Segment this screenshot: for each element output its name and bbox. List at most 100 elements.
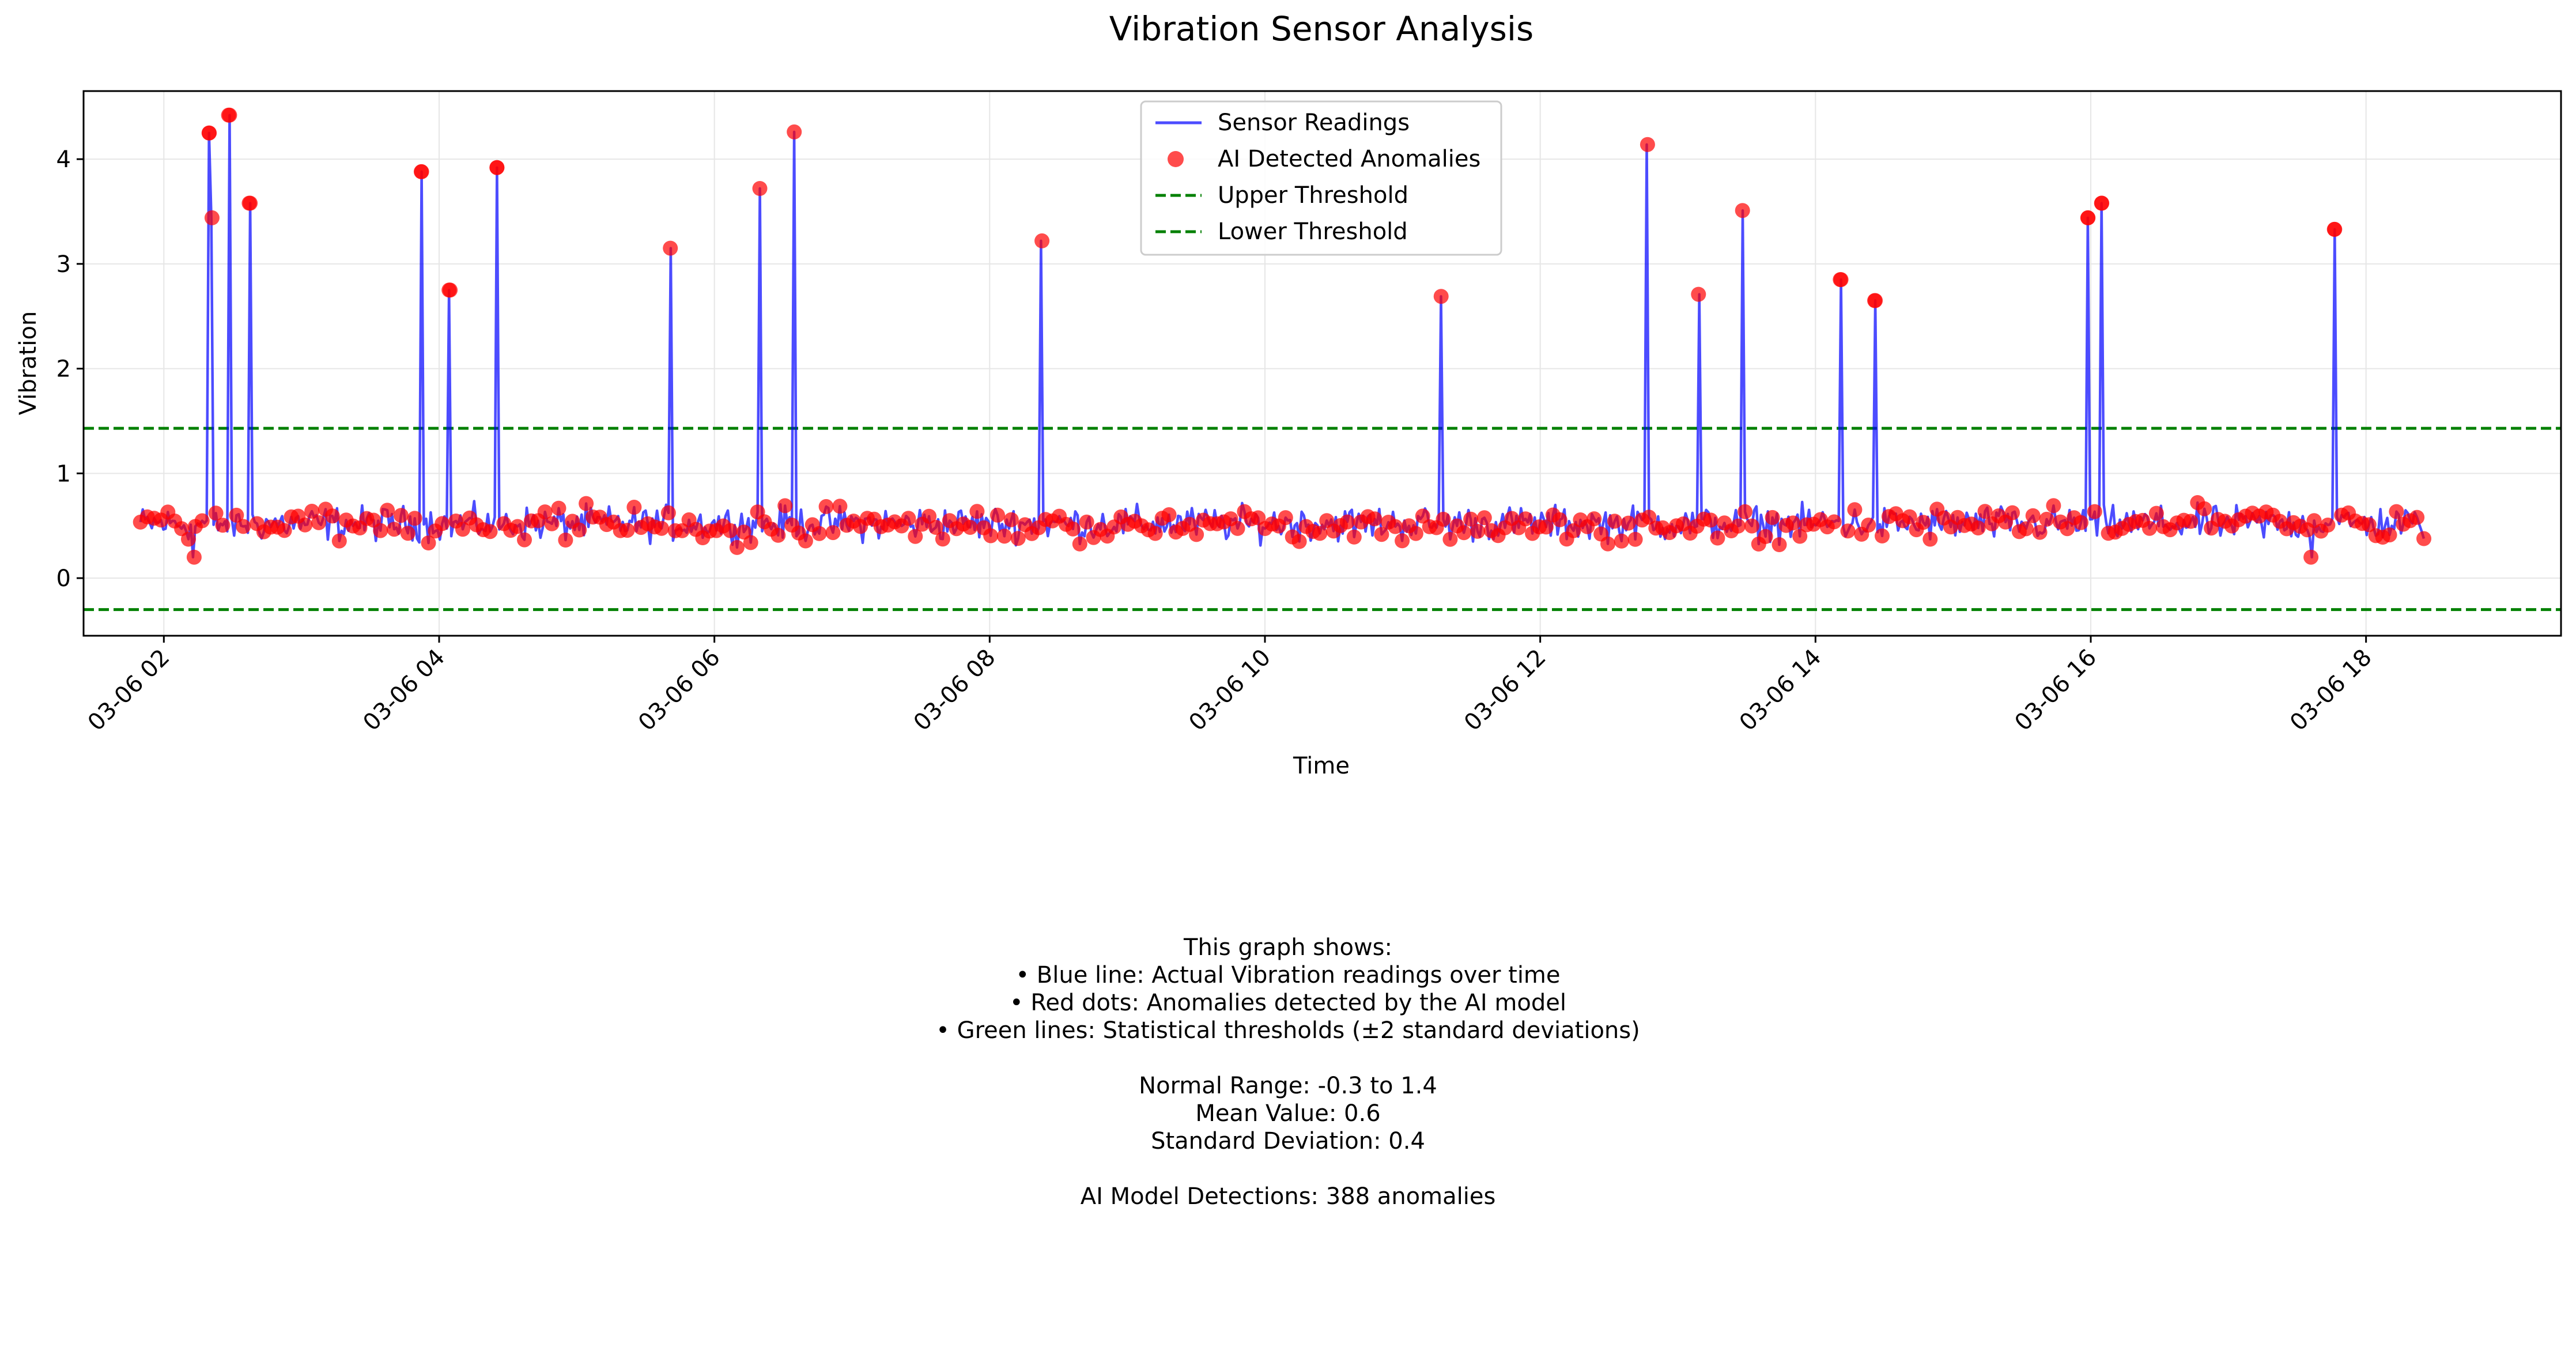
anomaly-point xyxy=(1072,536,1087,552)
anomaly-spike-point xyxy=(2094,195,2110,211)
y-tick-label: 1 xyxy=(56,461,71,487)
anomaly-point xyxy=(1566,523,1581,538)
anomaly-point xyxy=(1977,504,1993,519)
anomaly-point xyxy=(2148,505,2164,521)
normal-range-text: Normal Range: -0.3 to 1.4 xyxy=(1139,1073,1437,1099)
anomaly-point xyxy=(818,499,834,514)
anomaly-point xyxy=(544,516,560,531)
anomaly-point xyxy=(901,511,916,526)
anomaly-point xyxy=(2197,501,2212,516)
x-tick-label: 03-06 10 xyxy=(1184,644,1276,737)
anomaly-point xyxy=(2416,531,2431,546)
anomaly-point xyxy=(777,498,793,514)
y-tick-label: 3 xyxy=(56,251,71,278)
anomaly-point xyxy=(1600,536,1615,552)
anomaly-spike-point xyxy=(1867,293,1882,308)
description-green-lines: • Green lines: Statistical thresholds (±… xyxy=(936,1017,1640,1044)
anomaly-point xyxy=(729,539,745,555)
anomaly-point xyxy=(236,519,251,534)
anomaly-point xyxy=(1476,510,1492,526)
anomaly-point xyxy=(1765,510,1780,525)
anomaly-point xyxy=(996,529,1012,544)
anomaly-point xyxy=(620,523,635,538)
plot-area-frame xyxy=(82,90,2562,637)
anomaly-point xyxy=(928,520,943,535)
anomaly-point xyxy=(2018,521,2034,537)
anomaly-point xyxy=(304,504,320,519)
anomaly-point xyxy=(2142,520,2157,536)
description-heading: This graph shows: xyxy=(1184,934,1392,961)
anomaly-point xyxy=(1792,529,1808,544)
anomaly-point xyxy=(1470,523,1485,539)
anomaly-point xyxy=(770,527,786,543)
anomaly-point xyxy=(1916,515,1931,530)
anomaly-point xyxy=(1161,507,1177,522)
description-spacer xyxy=(0,1044,2576,1072)
anomaly-point xyxy=(311,515,327,530)
anomaly-point xyxy=(1744,518,1759,534)
anomaly-point xyxy=(393,508,409,523)
anomaly-point xyxy=(1970,520,1986,535)
anomaly-point xyxy=(2361,517,2377,533)
std-dev-text: Standard Deviation: 0.4 xyxy=(1151,1128,1425,1154)
anomaly-point xyxy=(2382,527,2397,543)
anomaly-point xyxy=(1346,529,1362,545)
anomaly-point xyxy=(654,520,669,536)
anomaly-point xyxy=(297,517,313,533)
anomaly-point xyxy=(1291,534,1307,549)
legend-sensor-label: Sensor Readings xyxy=(1218,110,1410,136)
y-tick-label: 0 xyxy=(56,565,71,592)
anomaly-point xyxy=(1552,512,1567,527)
description-red-dots: • Red dots: Anomalies detected by the AI… xyxy=(1010,990,1566,1016)
anomaly-point xyxy=(1758,529,1773,544)
anomaly-point xyxy=(1278,510,1293,526)
anomaly-point xyxy=(2032,524,2048,540)
anomaly-spike-point xyxy=(221,107,236,123)
y-axis-label: Vibration xyxy=(15,311,41,416)
anomaly-point xyxy=(277,523,292,538)
anomaly-point xyxy=(2073,515,2088,530)
legend-upper-label: Upper Threshold xyxy=(1218,182,1408,209)
x-tick-label: 03-06 16 xyxy=(2010,644,2102,737)
anomaly-point xyxy=(921,508,937,524)
anomaly-point xyxy=(380,503,395,518)
detections-text: AI Model Detections: 388 anomalies xyxy=(1080,1183,1496,1210)
x-tick-label: 03-06 14 xyxy=(1735,644,1827,737)
anomaly-point xyxy=(1710,530,1725,546)
legend-lower-label: Lower Threshold xyxy=(1218,218,1408,245)
anomaly-point xyxy=(1607,514,1622,529)
anomaly-point xyxy=(181,531,196,547)
anomaly-point xyxy=(1463,511,1479,527)
legend-anomaly-swatch xyxy=(1168,151,1184,167)
anomaly-spike-point xyxy=(241,195,257,211)
anomaly-point xyxy=(194,513,210,529)
y-axis: 0 1 2 3 4 xyxy=(56,146,84,592)
anomaly-spike-point xyxy=(1433,289,1449,304)
legend-anomaly-label: AI Detected Anomalies xyxy=(1218,146,1480,172)
anomaly-point xyxy=(1339,514,1355,530)
x-axis: 03-06 02 03-06 04 03-06 06 03-06 08 03-06 10… xyxy=(83,636,2377,736)
anomaly-point xyxy=(1538,519,1554,535)
anomaly-point xyxy=(935,531,950,547)
anomaly-point xyxy=(990,507,1005,523)
x-tick-label: 03-06 06 xyxy=(633,644,726,737)
anomaly-point xyxy=(626,500,642,515)
anomaly-point xyxy=(229,507,244,523)
anomaly-point xyxy=(1861,518,1876,533)
anomaly-point xyxy=(1456,525,1472,541)
anomaly-point xyxy=(825,525,841,541)
anomaly-spike-point xyxy=(1735,203,1750,218)
mean-value-text: Mean Value: 0.6 xyxy=(1195,1100,1381,1127)
anomaly-point xyxy=(510,519,526,534)
anomaly-point xyxy=(1738,504,1752,519)
anomaly-point xyxy=(1621,515,1636,531)
anomaly-point xyxy=(1875,528,1890,544)
y-tick-label: 2 xyxy=(56,356,71,383)
anomaly-point xyxy=(482,524,498,539)
anomaly-point xyxy=(1147,526,1163,541)
anomaly-point xyxy=(407,511,422,526)
anomaly-point xyxy=(798,533,813,549)
anomaly-point xyxy=(908,529,923,544)
y-tick-label: 4 xyxy=(56,146,71,173)
